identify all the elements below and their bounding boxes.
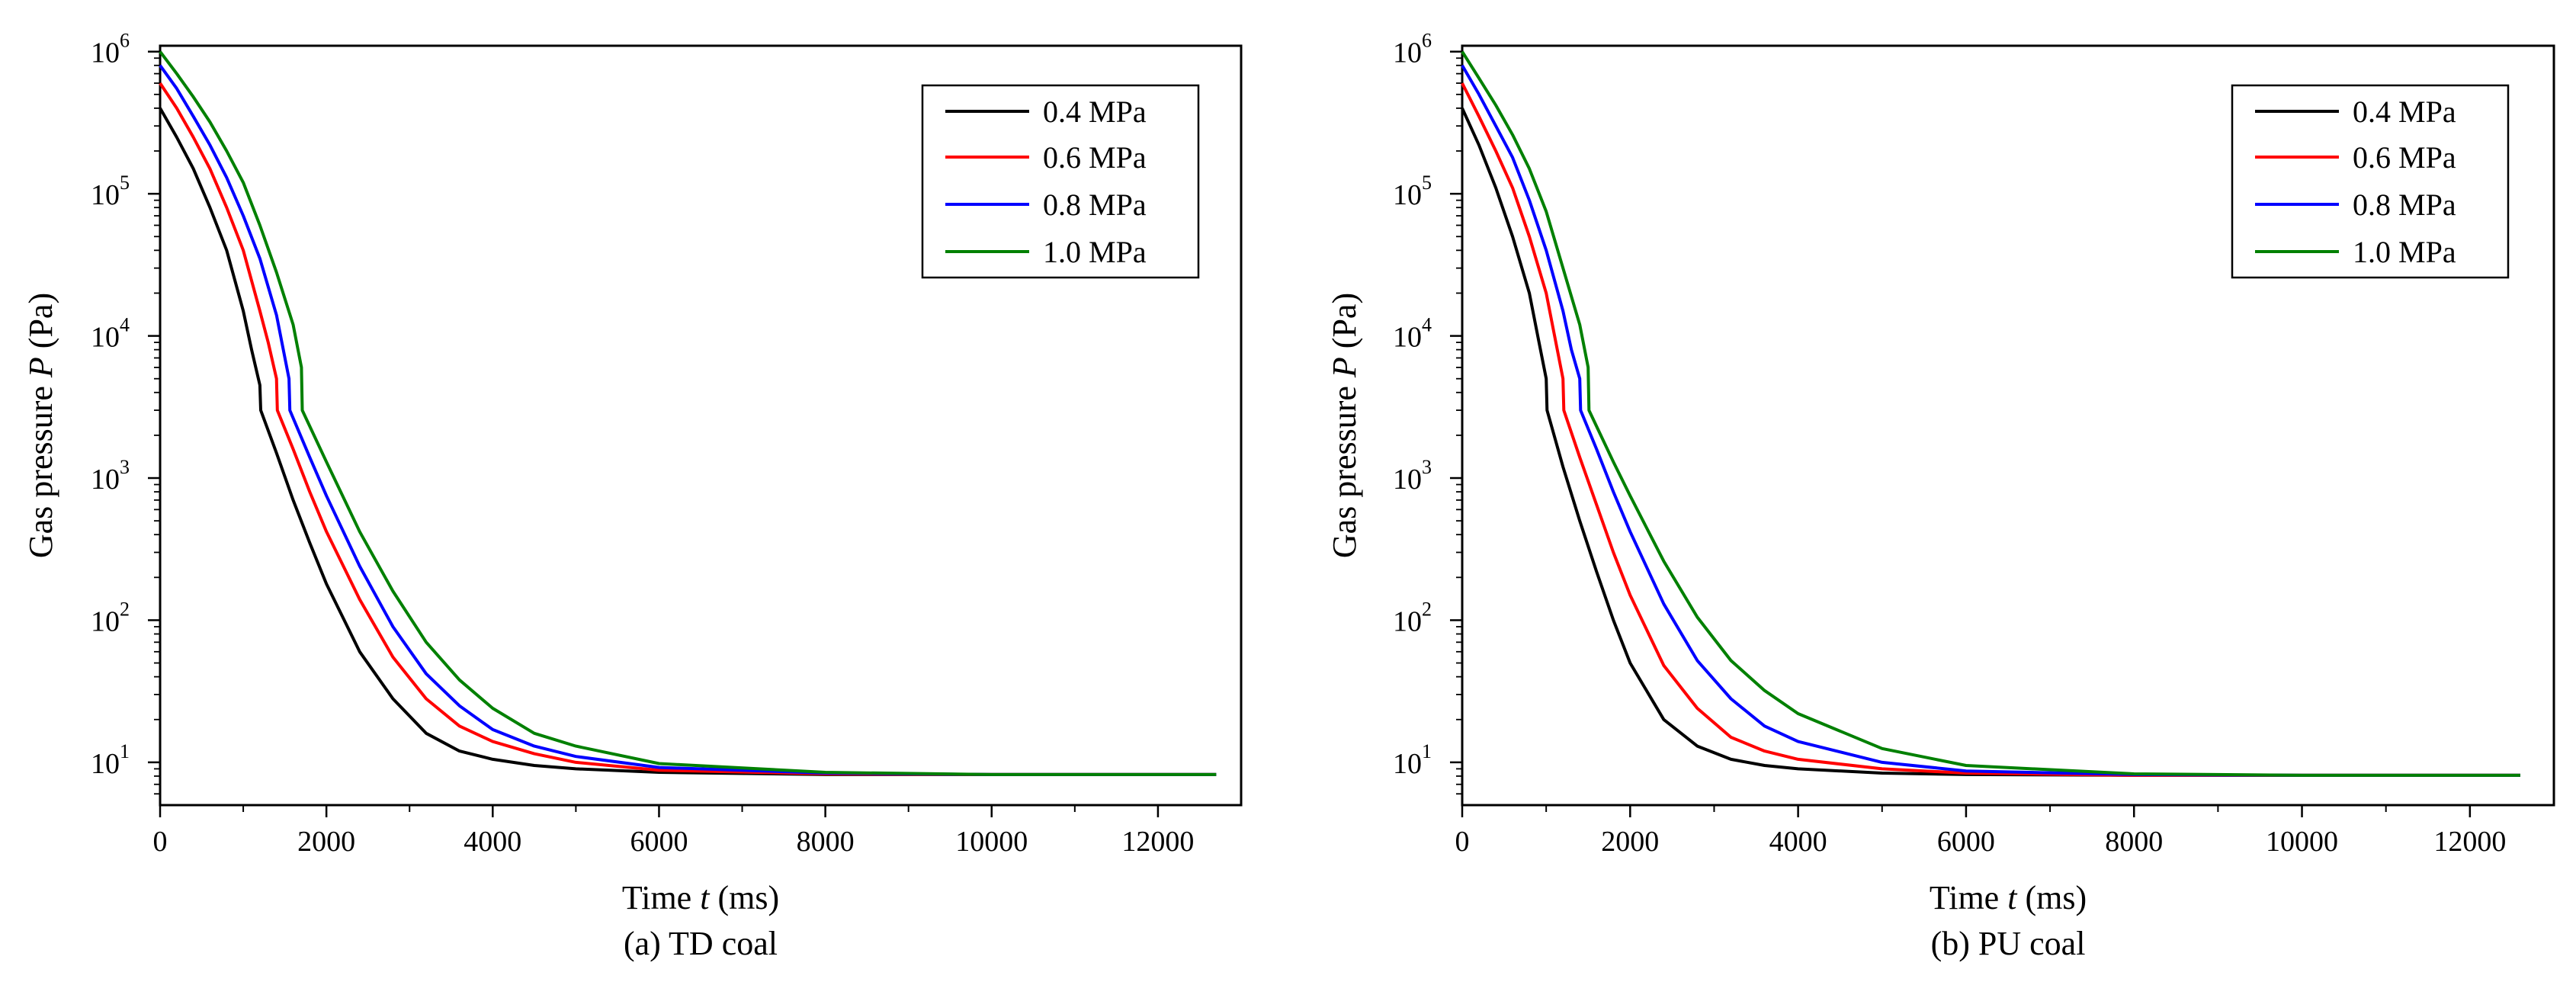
x-tick-label: 0 <box>1455 826 1470 858</box>
x-tick-label: 10000 <box>2266 826 2338 858</box>
plot-frame <box>1461 44 2555 807</box>
legend-box <box>2231 84 2510 279</box>
legend-label-1-0: 1.0 MPa <box>1043 235 1147 269</box>
legend-label-0-4: 0.4 MPa <box>1043 95 1147 129</box>
y-tick-label: 102 <box>1393 598 1432 637</box>
x-axis-title: Time t (ms) <box>622 879 779 916</box>
series-line-1-0---- <box>159 50 1217 776</box>
y-tick-label: 104 <box>1393 314 1432 354</box>
y-tick-label: 104 <box>91 314 130 354</box>
series-lines <box>159 50 1217 776</box>
y-tick-label: 105 <box>91 172 130 211</box>
series-line-1-0---- <box>1461 50 2520 777</box>
x-tick-label: 2000 <box>297 826 355 858</box>
y-axis-title: Gas pressure P (Pa) <box>1326 293 1363 558</box>
figure-caption: (a) TD coal <box>624 925 778 962</box>
series-line-0-4---- <box>159 107 1217 776</box>
legend-box <box>921 84 1200 279</box>
legend-label-0-6: 0.6 MPa <box>1043 140 1147 175</box>
legend-label-0-4: 0.4 MPa <box>2353 95 2456 129</box>
x-tick-label: 8000 <box>797 826 855 858</box>
x-ticks: 0 2000 4000 6000 8000 10000 12000 <box>1455 805 2506 858</box>
y-tick-label: 106 <box>1393 30 1432 69</box>
legend-label-1-0: 1.0 MPa <box>2353 235 2456 269</box>
series-lines <box>1461 50 2520 777</box>
x-tick-label: 6000 <box>630 826 688 858</box>
plot-frame <box>159 44 1243 807</box>
legend-label-0-6: 0.6 MPa <box>2353 140 2456 175</box>
series-line-0-6---- <box>159 82 1217 776</box>
chart-panel-a: 0 2000 4000 6000 8000 10000 12000 101 102 103 104… <box>22 30 1243 962</box>
figure-caption: (b) PU coal <box>1931 925 2086 962</box>
y-ticks: 101 102 103 104 105 106 <box>1393 30 1462 795</box>
legend: 0.4 MPa 0.6 MPa 0.8 MPa 1.0 MPa <box>2231 84 2510 279</box>
x-tick-label: 8000 <box>2105 826 2163 858</box>
series-line-0-8---- <box>159 64 1217 776</box>
legend: 0.4 MPa 0.6 MPa 0.8 MPa 1.0 MPa <box>921 84 1200 279</box>
x-ticks: 0 2000 4000 6000 8000 10000 12000 <box>153 805 1194 858</box>
series-line-0-8---- <box>1461 64 2520 777</box>
y-tick-label: 103 <box>91 456 130 496</box>
series-line-0-6---- <box>1461 82 2520 777</box>
y-tick-label: 101 <box>91 740 130 780</box>
x-tick-label: 10000 <box>955 826 1028 858</box>
x-axis-title: Time t (ms) <box>1930 879 2087 916</box>
x-tick-label: 6000 <box>1937 826 1995 858</box>
y-tick-label: 102 <box>91 598 130 637</box>
x-tick-label: 12000 <box>1121 826 1194 858</box>
y-tick-label: 103 <box>1393 456 1432 496</box>
x-tick-label: 2000 <box>1601 826 1659 858</box>
y-axis-title: Gas pressure P (Pa) <box>22 293 59 558</box>
legend-label-0-8: 0.8 MPa <box>2353 188 2456 222</box>
x-tick-label: 12000 <box>2433 826 2506 858</box>
chart-panel-b: 0 2000 4000 6000 8000 10000 12000 101 102 103 104… <box>1326 30 2555 962</box>
y-ticks: 101 102 103 104 105 106 <box>91 30 160 795</box>
x-tick-label: 4000 <box>1769 826 1827 858</box>
y-tick-label: 105 <box>1393 172 1432 211</box>
x-tick-label: 0 <box>153 826 168 858</box>
x-tick-label: 4000 <box>464 826 521 858</box>
y-tick-label: 106 <box>91 30 130 69</box>
y-tick-label: 101 <box>1393 740 1432 780</box>
legend-label-0-8: 0.8 MPa <box>1043 188 1147 222</box>
